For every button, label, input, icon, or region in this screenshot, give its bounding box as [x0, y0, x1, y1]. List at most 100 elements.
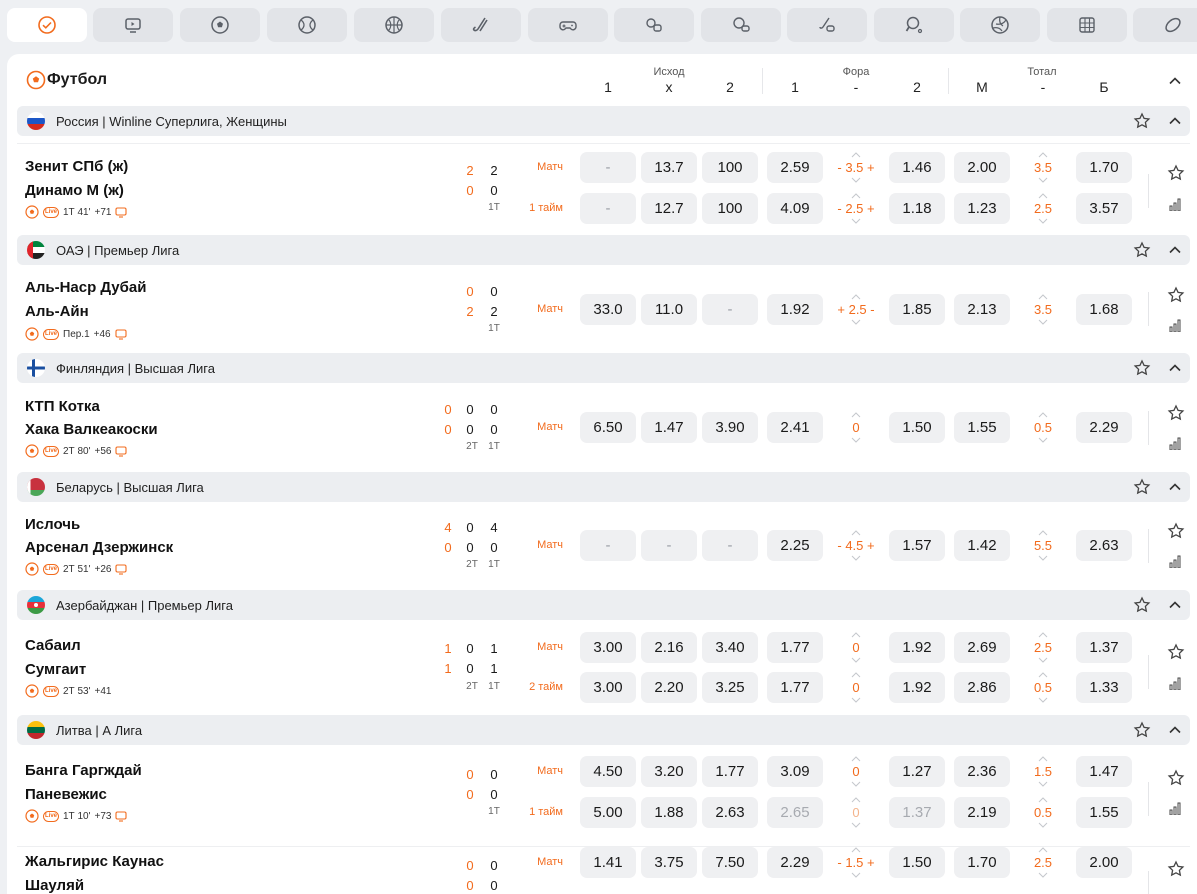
team-away-name[interactable]: Арсенал Дзержинск	[25, 539, 174, 556]
tab-rugby[interactable]	[1133, 8, 1197, 42]
odd-f1[interactable]: 1.77	[767, 632, 823, 663]
odd-f2[interactable]: 1.37	[889, 797, 945, 828]
tab-cyber-hockey[interactable]	[787, 8, 867, 42]
more-markets-count[interactable]: +56	[94, 445, 112, 457]
collapse-chevron-up-icon[interactable]	[1168, 74, 1182, 88]
tab-table-tennis[interactable]	[874, 8, 954, 42]
team-home-name[interactable]: Жальгирис Каунас	[25, 853, 164, 870]
odd-w2[interactable]: -	[702, 294, 758, 325]
statistics-bars-icon[interactable]	[1169, 436, 1183, 450]
odd-x[interactable]: 3.75	[641, 847, 697, 878]
handicap-line[interactable]: 0	[828, 672, 884, 703]
odd-w1[interactable]: -	[580, 193, 636, 224]
favorite-star-icon[interactable]	[1133, 359, 1151, 377]
team-away-name[interactable]: Сумгаит	[25, 661, 87, 678]
odd-x[interactable]: 11.0	[641, 294, 697, 325]
odd-tb[interactable]: 2.00	[1076, 847, 1132, 878]
odd-x[interactable]: 12.7	[641, 193, 697, 224]
tv-broadcast-icon[interactable]	[115, 810, 128, 822]
total-line[interactable]: 5.5	[1015, 530, 1071, 561]
favorite-star-icon[interactable]	[1167, 643, 1185, 661]
odd-f1[interactable]: 2.41	[767, 412, 823, 443]
odd-tb[interactable]: 1.33	[1076, 672, 1132, 703]
more-markets-count[interactable]: +71	[94, 206, 112, 218]
total-line[interactable]: 3.5	[1015, 294, 1071, 325]
odd-x[interactable]: 3.20	[641, 756, 697, 787]
statistics-bars-icon[interactable]	[1169, 801, 1183, 815]
odd-f2[interactable]: 1.92	[889, 632, 945, 663]
more-markets-count[interactable]: +41	[94, 685, 112, 697]
odd-tm[interactable]: 2.36	[954, 756, 1010, 787]
handicap-line[interactable]: - 1.5 +	[828, 847, 884, 878]
odd-tm[interactable]: 2.69	[954, 632, 1010, 663]
odd-tm[interactable]: 2.13	[954, 294, 1010, 325]
odd-w1[interactable]: 4.50	[580, 756, 636, 787]
team-away-name[interactable]: Аль-Айн	[25, 303, 89, 320]
tab-volleyball[interactable]	[960, 8, 1040, 42]
handicap-line[interactable]: 0	[828, 412, 884, 443]
odd-tm[interactable]: 1.55	[954, 412, 1010, 443]
odd-w1[interactable]: 1.41	[580, 847, 636, 878]
team-home-name[interactable]: Аль-Наср Дубай	[25, 279, 147, 296]
odd-w1[interactable]: 3.00	[580, 672, 636, 703]
odd-tb[interactable]: 1.68	[1076, 294, 1132, 325]
odd-tm[interactable]: 2.86	[954, 672, 1010, 703]
handicap-line[interactable]: - 2.5 +	[828, 193, 884, 224]
odd-tm[interactable]: 1.23	[954, 193, 1010, 224]
odd-f1[interactable]: 2.29	[767, 847, 823, 878]
odd-x[interactable]: 13.7	[641, 152, 697, 183]
favorite-star-icon[interactable]	[1167, 769, 1185, 787]
tab-table-grid[interactable]	[1047, 8, 1127, 42]
handicap-line[interactable]: + 2.5 -	[828, 294, 884, 325]
more-markets-count[interactable]: +46	[93, 328, 111, 340]
odd-f1[interactable]: 2.65	[767, 797, 823, 828]
handicap-line[interactable]: - 3.5 +	[828, 152, 884, 183]
favorite-star-icon[interactable]	[1133, 478, 1151, 496]
odd-w2[interactable]: 100	[702, 193, 758, 224]
tab-live-check[interactable]	[7, 8, 87, 42]
odd-tm[interactable]: 1.70	[954, 847, 1010, 878]
favorite-star-icon[interactable]	[1167, 404, 1185, 422]
odd-w1[interactable]: 5.00	[580, 797, 636, 828]
odd-f2[interactable]: 1.18	[889, 193, 945, 224]
odd-w2[interactable]: -	[702, 530, 758, 561]
odd-f2[interactable]: 1.27	[889, 756, 945, 787]
odd-f2[interactable]: 1.50	[889, 412, 945, 443]
odd-x[interactable]: 2.16	[641, 632, 697, 663]
handicap-line[interactable]: 0	[828, 632, 884, 663]
chevron-up-icon[interactable]	[1168, 361, 1182, 375]
tab-cyber-football[interactable]	[701, 8, 781, 42]
odd-x[interactable]: 2.20	[641, 672, 697, 703]
league-header[interactable]: ОАЭ | Премьер Лига	[17, 235, 1190, 265]
team-home-name[interactable]: Ислочь	[25, 516, 81, 533]
odd-f1[interactable]: 2.59	[767, 152, 823, 183]
odd-f1[interactable]: 2.25	[767, 530, 823, 561]
odd-f1[interactable]: 1.77	[767, 672, 823, 703]
league-header[interactable]: Литва | А Лига	[17, 715, 1190, 745]
favorite-star-icon[interactable]	[1133, 721, 1151, 739]
total-line[interactable]: 2.5	[1015, 193, 1071, 224]
odd-w2[interactable]: 7.50	[702, 847, 758, 878]
tab-basketball[interactable]	[354, 8, 434, 42]
odd-f2[interactable]: 1.57	[889, 530, 945, 561]
handicap-line[interactable]: - 4.5 +	[828, 530, 884, 561]
chevron-up-icon[interactable]	[1168, 723, 1182, 737]
tab-esports[interactable]	[528, 8, 608, 42]
statistics-bars-icon[interactable]	[1169, 676, 1183, 690]
tab-tv[interactable]	[93, 8, 173, 42]
odd-w2[interactable]: 3.25	[702, 672, 758, 703]
odd-f1[interactable]: 4.09	[767, 193, 823, 224]
odd-tm[interactable]: 1.42	[954, 530, 1010, 561]
favorite-star-icon[interactable]	[1167, 286, 1185, 304]
league-header[interactable]: Россия | Winline Суперлига, Женщины	[17, 106, 1190, 136]
team-home-name[interactable]: КТП Котка	[25, 398, 100, 415]
tv-broadcast-icon[interactable]	[115, 445, 128, 457]
team-home-name[interactable]: Банга Гаргждай	[25, 762, 142, 779]
odd-w2[interactable]: 1.77	[702, 756, 758, 787]
total-line[interactable]: 2.5	[1015, 632, 1071, 663]
league-header[interactable]: Азербайджан | Премьер Лига	[17, 590, 1190, 620]
league-header[interactable]: Беларусь | Высшая Лига	[17, 472, 1190, 502]
team-away-name[interactable]: Шауляй	[25, 877, 85, 894]
total-line[interactable]: 0.5	[1015, 412, 1071, 443]
favorite-star-icon[interactable]	[1167, 860, 1185, 878]
